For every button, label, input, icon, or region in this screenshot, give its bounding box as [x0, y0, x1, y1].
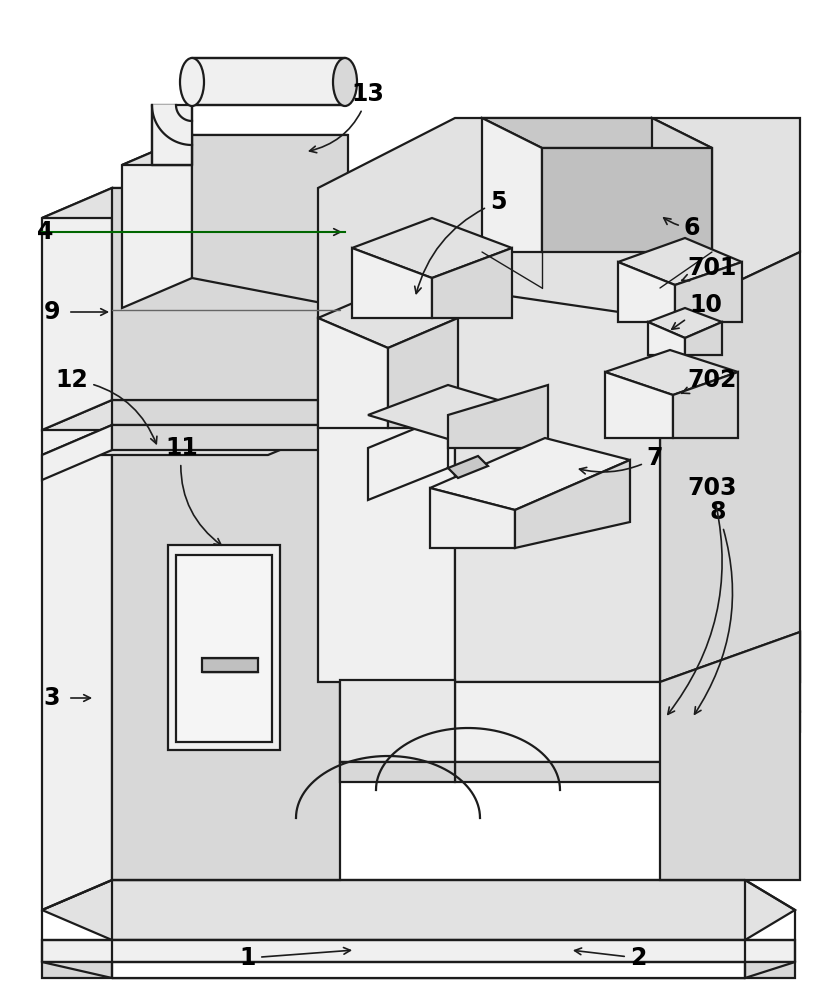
Polygon shape [448, 456, 488, 478]
Polygon shape [618, 238, 742, 285]
Text: 5: 5 [414, 190, 506, 294]
Polygon shape [42, 400, 112, 910]
Polygon shape [340, 680, 455, 762]
Text: 703: 703 [668, 476, 737, 714]
Polygon shape [455, 288, 660, 682]
Polygon shape [112, 188, 375, 400]
Polygon shape [368, 415, 448, 500]
Text: 3: 3 [44, 686, 60, 710]
Polygon shape [122, 135, 192, 308]
Text: 6: 6 [664, 216, 701, 240]
Polygon shape [482, 118, 712, 148]
Polygon shape [42, 188, 375, 218]
Polygon shape [202, 658, 258, 672]
Polygon shape [352, 248, 432, 318]
Polygon shape [192, 58, 345, 105]
Text: 7: 7 [580, 446, 663, 474]
Polygon shape [318, 318, 388, 428]
Polygon shape [685, 322, 722, 355]
Text: 11: 11 [166, 436, 221, 545]
Polygon shape [430, 438, 630, 510]
Text: 702: 702 [681, 368, 736, 393]
Polygon shape [176, 555, 272, 742]
Polygon shape [515, 460, 630, 548]
Polygon shape [605, 372, 673, 438]
Polygon shape [482, 118, 542, 252]
Polygon shape [152, 105, 192, 145]
Polygon shape [432, 248, 512, 318]
Polygon shape [42, 962, 112, 978]
Polygon shape [42, 400, 340, 430]
Polygon shape [660, 632, 800, 880]
Polygon shape [318, 118, 800, 318]
Ellipse shape [333, 58, 357, 106]
Text: 13: 13 [310, 82, 384, 153]
Polygon shape [618, 262, 675, 322]
Polygon shape [455, 632, 800, 762]
Polygon shape [388, 318, 458, 428]
Polygon shape [673, 372, 738, 438]
Text: 10: 10 [671, 293, 722, 329]
Polygon shape [368, 385, 548, 445]
Polygon shape [652, 118, 712, 252]
Polygon shape [448, 385, 548, 448]
Polygon shape [340, 762, 455, 782]
Text: 12: 12 [56, 368, 157, 444]
Ellipse shape [180, 58, 204, 106]
Polygon shape [42, 425, 112, 480]
Polygon shape [648, 322, 685, 355]
Polygon shape [112, 400, 340, 880]
Polygon shape [352, 218, 512, 278]
Polygon shape [112, 425, 340, 450]
Polygon shape [42, 425, 340, 455]
Polygon shape [648, 308, 722, 338]
Polygon shape [605, 350, 738, 395]
Polygon shape [542, 148, 712, 252]
Polygon shape [675, 262, 742, 322]
Text: 9: 9 [44, 300, 60, 324]
Polygon shape [318, 288, 458, 348]
Text: 8: 8 [695, 500, 732, 714]
Polygon shape [318, 288, 455, 682]
Polygon shape [168, 545, 280, 750]
Polygon shape [745, 962, 795, 978]
Polygon shape [42, 188, 112, 430]
Polygon shape [42, 880, 795, 940]
Text: 701: 701 [681, 256, 736, 281]
Text: 2: 2 [575, 946, 646, 970]
Polygon shape [42, 940, 795, 962]
Polygon shape [660, 252, 800, 682]
Polygon shape [192, 135, 348, 308]
Text: 4: 4 [37, 220, 53, 244]
Polygon shape [430, 488, 515, 548]
Polygon shape [122, 135, 348, 165]
Text: 1: 1 [240, 946, 350, 970]
Polygon shape [455, 712, 800, 782]
Polygon shape [152, 105, 192, 165]
